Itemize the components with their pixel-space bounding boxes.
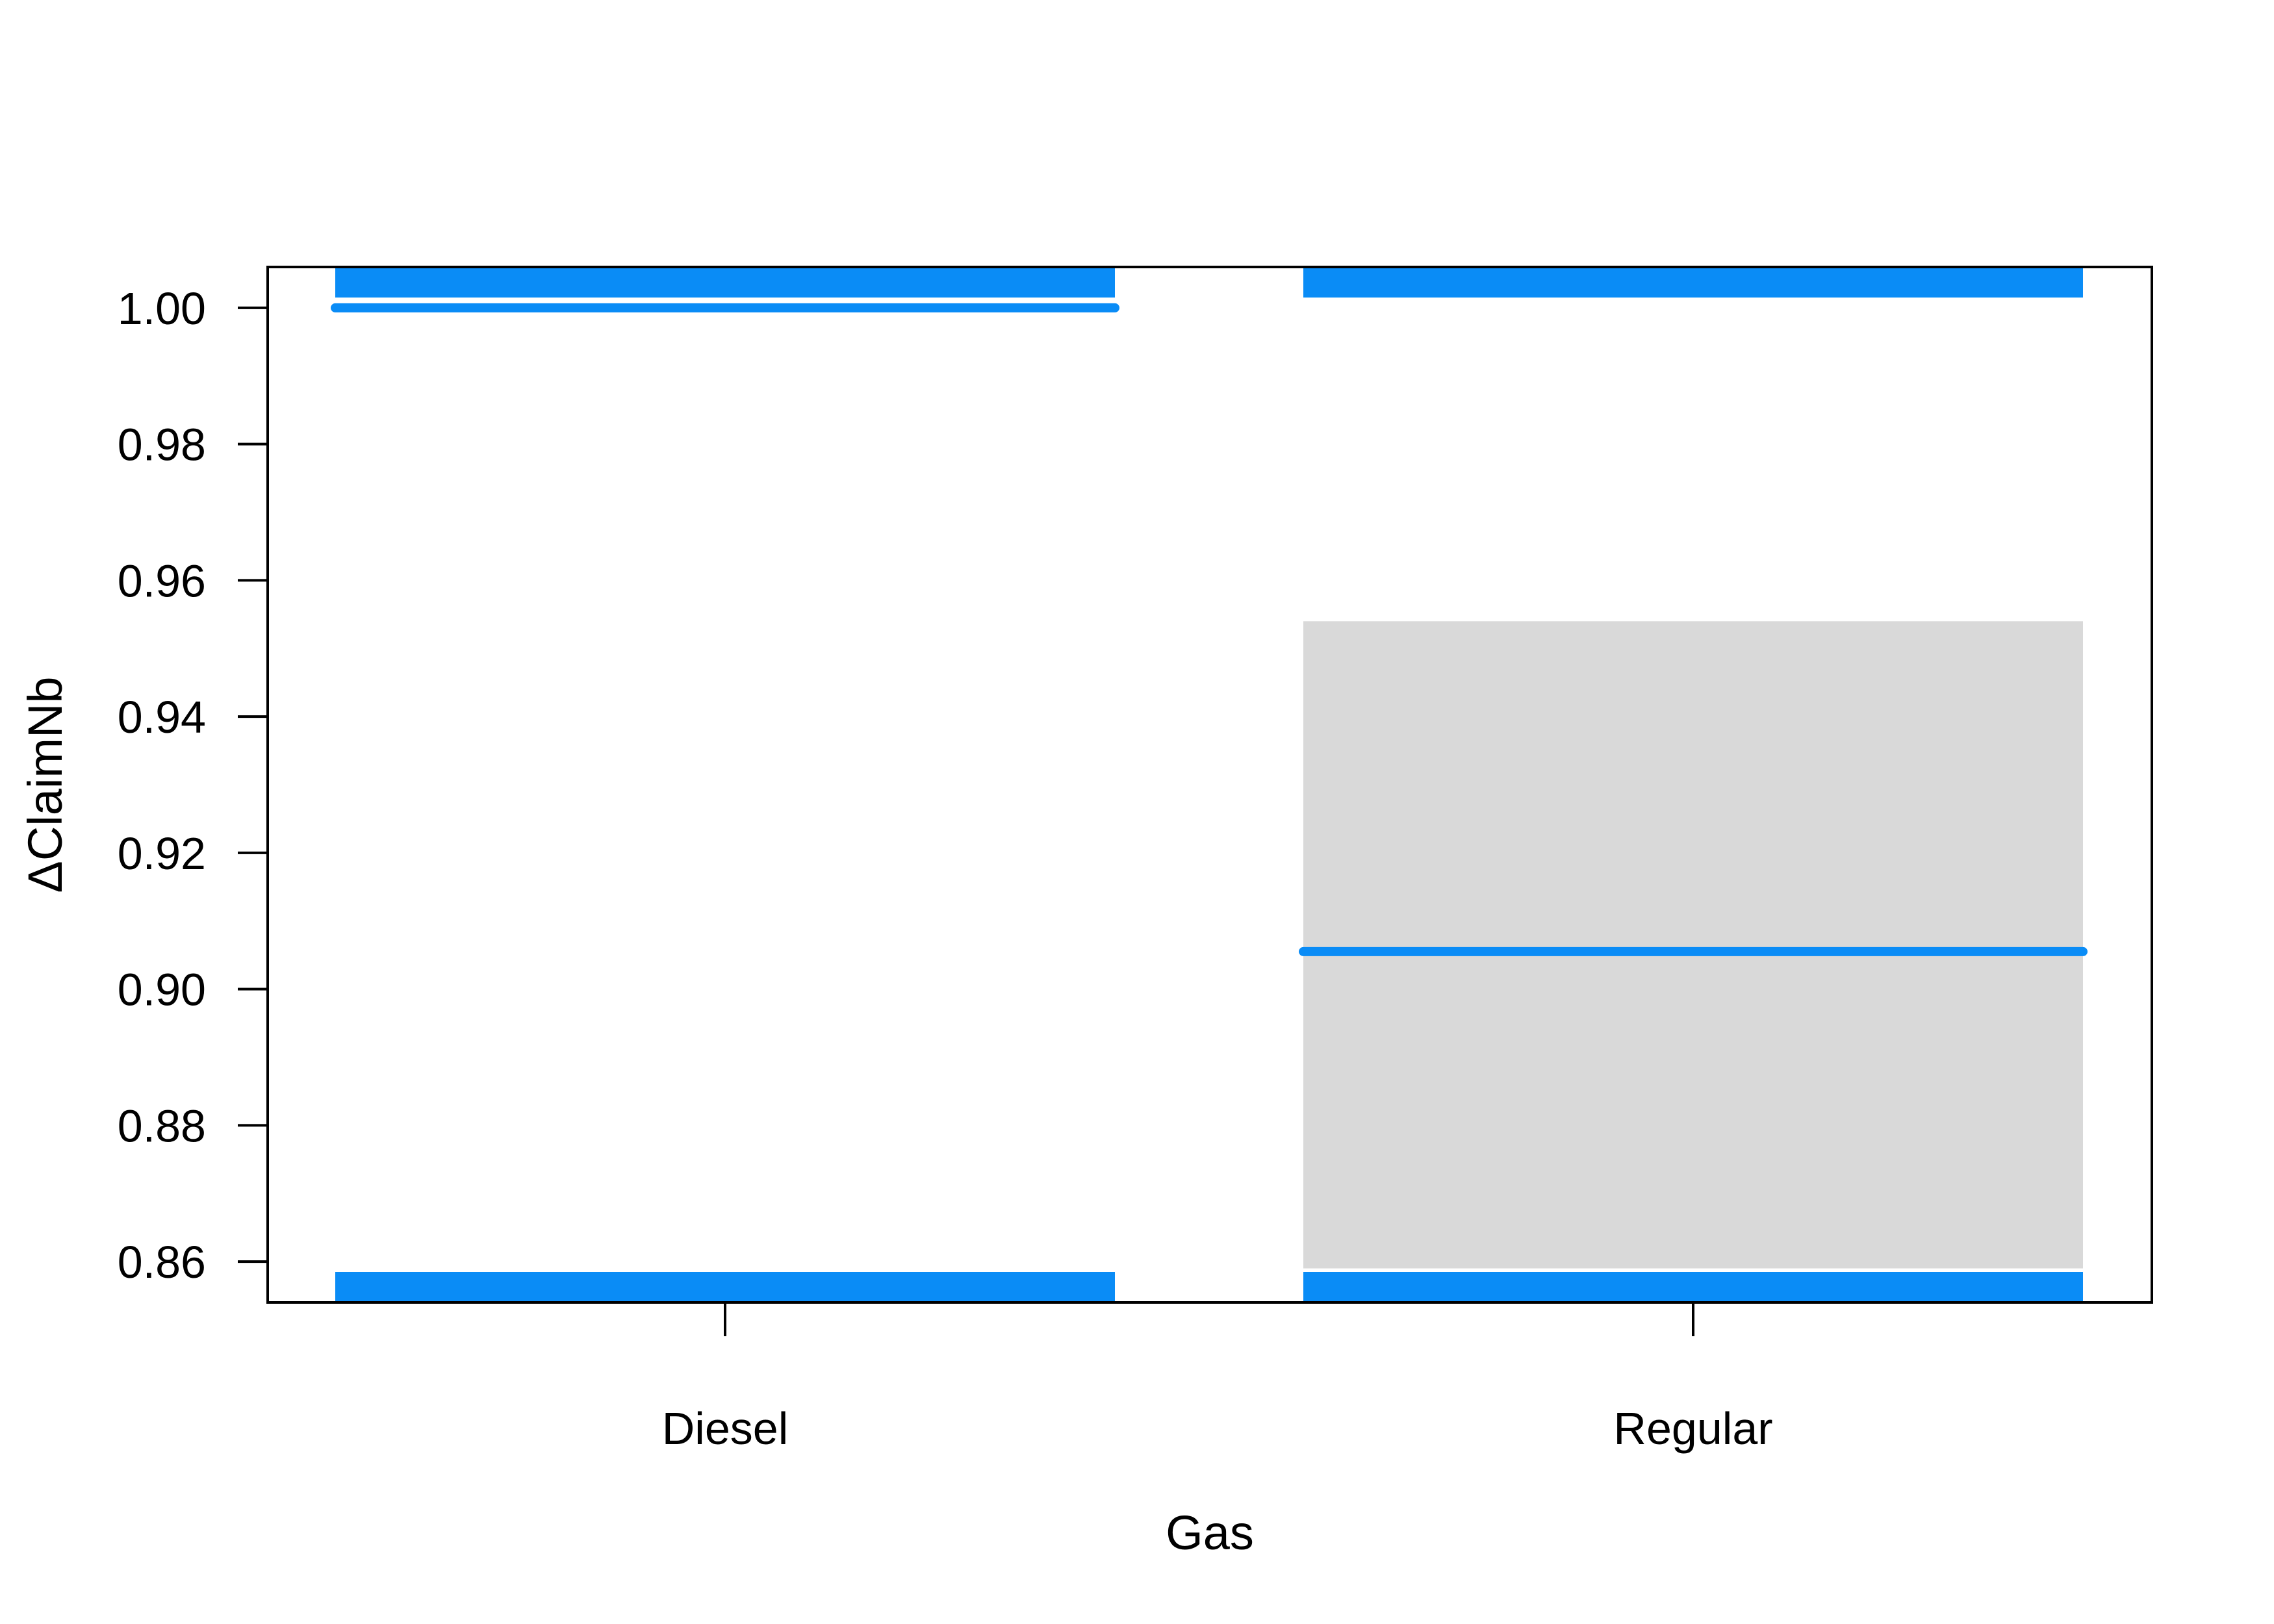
rug-bottom-regular [1303, 1272, 2083, 1302]
y-tick-label: 0.94 [118, 692, 206, 742]
effect-lines [331, 303, 2088, 956]
plot-frame [266, 266, 2153, 1304]
rug-top-regular [1303, 267, 2083, 298]
y-tick-label: 0.96 [118, 555, 206, 606]
x-axis: Diesel Regular [662, 1302, 1773, 1454]
x-axis-title: Gas [1166, 1506, 1254, 1560]
x-tick-label-diesel: Diesel [662, 1403, 789, 1454]
y-tick-label: 0.92 [118, 828, 206, 879]
y-axis-title: ΔClaimNb [18, 676, 72, 893]
rug-marks [335, 267, 2083, 1302]
confidence-bands [335, 307, 2083, 1269]
y-tick-label: 0.86 [118, 1237, 206, 1288]
rug-top-diesel [335, 267, 1115, 298]
y-tick-label: 1.00 [118, 283, 206, 334]
y-tick-label: 0.88 [118, 1100, 206, 1151]
confidence-band-regular [1303, 621, 2083, 1269]
y-tick-label: 0.90 [118, 965, 206, 1015]
y-tick-label: 0.98 [118, 420, 206, 470]
y-axis: 1.00 0.98 0.96 0.94 0.92 0.90 0.88 0.86 [118, 283, 268, 1288]
rug-bottom-diesel [335, 1272, 1115, 1302]
x-tick-label-regular: Regular [1613, 1403, 1772, 1454]
